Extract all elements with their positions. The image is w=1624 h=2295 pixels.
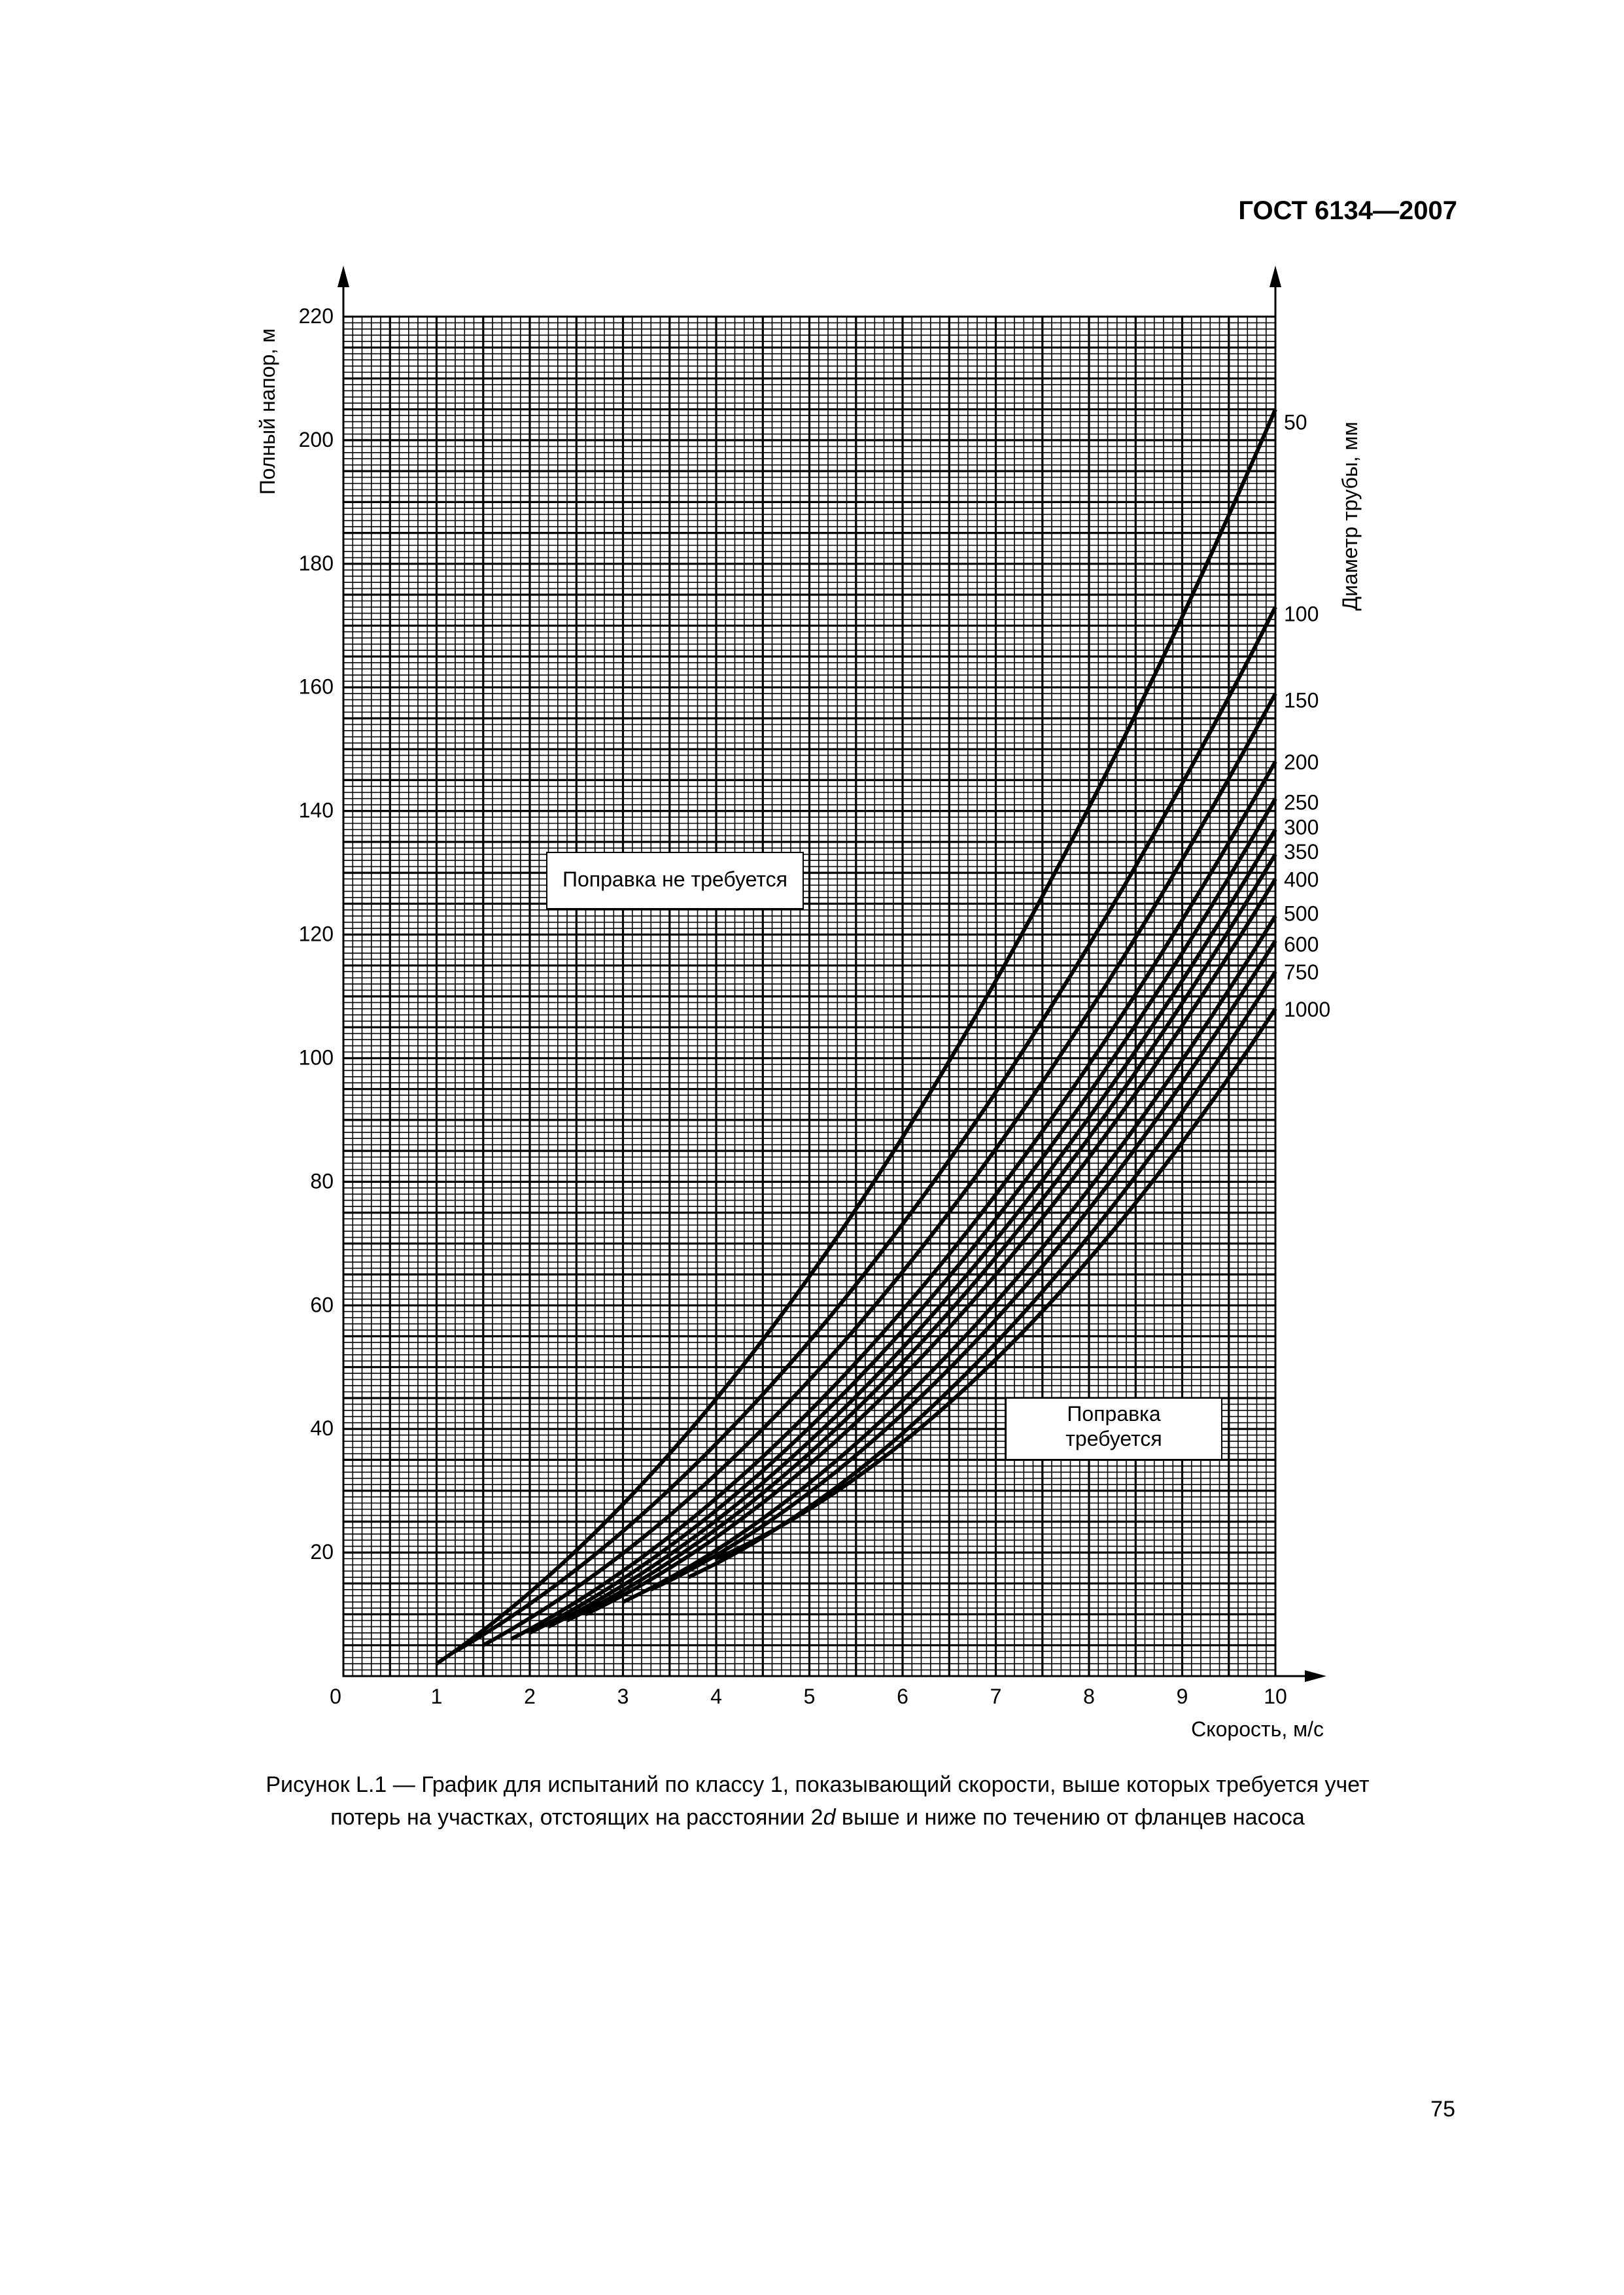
series-label-1000: 1000 xyxy=(1284,998,1330,1021)
series-label-500: 500 xyxy=(1284,902,1319,925)
y-tick-label: 100 xyxy=(299,1045,334,1069)
x-tick-label: 1 xyxy=(431,1685,443,1708)
y-tick-label: 160 xyxy=(299,675,334,699)
series-label-750: 750 xyxy=(1284,960,1319,984)
x-tick-label: 2 xyxy=(524,1685,536,1708)
series-label-50: 50 xyxy=(1284,411,1307,434)
region-no-correction: Поправка не требуется xyxy=(546,852,804,909)
y-tick-label: 80 xyxy=(310,1169,334,1193)
y-tick-label: 40 xyxy=(310,1416,334,1440)
caption-line-1: Рисунок L.1 — График для испытаний по кл… xyxy=(266,1772,1370,1797)
series-label-350: 350 xyxy=(1284,840,1319,864)
x-tick-label: 5 xyxy=(804,1685,816,1708)
y-tick-label: 180 xyxy=(299,552,334,575)
x-tick-label: 10 xyxy=(1264,1685,1287,1708)
series-line-400 xyxy=(585,877,1277,1617)
series-line-350 xyxy=(566,853,1277,1622)
y2-axis-arrow xyxy=(1270,266,1281,287)
chart-axes xyxy=(337,266,1326,1682)
series-label-600: 600 xyxy=(1284,933,1319,956)
y-tick-label: 20 xyxy=(310,1540,334,1564)
figure-caption: Рисунок L.1 — График для испытаний по кл… xyxy=(164,1768,1472,1834)
y-axis-arrow xyxy=(337,266,349,287)
x-axis-arrow xyxy=(1305,1670,1326,1682)
x-tick-label: 4 xyxy=(710,1685,722,1708)
major-gridlines xyxy=(343,317,1275,1676)
series-line-50 xyxy=(435,408,1277,1666)
series-label-200: 200 xyxy=(1284,750,1319,774)
page-number: 75 xyxy=(1430,2097,1455,2122)
caption-line-2-start: потерь на участках, отстоящих на расстоя… xyxy=(330,1805,823,1830)
series-line-600 xyxy=(650,939,1277,1592)
y-tick-label: 220 xyxy=(299,304,334,328)
region-no-correction-label: Поправка не требуется xyxy=(562,867,787,891)
y-tick-label: 140 xyxy=(299,799,334,822)
series-line-100 xyxy=(454,606,1277,1653)
y-axis-title: Полный напор, м xyxy=(256,328,279,495)
x-tick-label: 3 xyxy=(617,1685,629,1708)
x-tick-label: 6 xyxy=(897,1685,908,1708)
x-tick-label: 8 xyxy=(1083,1685,1095,1708)
y-tick-label: 120 xyxy=(299,922,334,946)
region-correction-label-line1: Поправка xyxy=(1067,1402,1161,1426)
series-label-250: 250 xyxy=(1284,790,1319,814)
chart-curves xyxy=(435,408,1277,1666)
series-label-300: 300 xyxy=(1284,815,1319,839)
x-tick-label: 9 xyxy=(1177,1685,1188,1708)
series-line-1000 xyxy=(715,1007,1277,1561)
y2-axis-title: Диаметр трубы, мм xyxy=(1338,422,1362,611)
series-line-500 xyxy=(622,915,1277,1604)
standard-header: ГОСТ 6134—2007 xyxy=(1238,196,1457,225)
series-line-200 xyxy=(510,760,1277,1641)
region-correction-required: Поправка требуется xyxy=(1005,1397,1222,1460)
y-tick-label: 60 xyxy=(310,1293,334,1316)
series-line-150 xyxy=(482,692,1277,1647)
series-label-150: 150 xyxy=(1284,689,1319,712)
x-tick-label: 0 xyxy=(330,1685,341,1708)
chart-labels: 0 1 2 3 4 5 6 7 8 9 10 20 40 60 80 100 120 140 160 180 200 22… xyxy=(256,304,1362,1741)
region-correction-label-line2: требуется xyxy=(1065,1427,1162,1450)
caption-line-2-end: выше и ниже по течению от фланцев насоса xyxy=(835,1805,1305,1830)
series-line-250 xyxy=(528,797,1277,1635)
caption-italic-d: d xyxy=(823,1805,836,1830)
series-label-100: 100 xyxy=(1284,602,1319,625)
x-axis-title: Скорость, м/с xyxy=(1191,1717,1324,1741)
y-tick-label: 200 xyxy=(299,428,334,451)
series-line-300 xyxy=(547,828,1277,1629)
x-tick-label: 7 xyxy=(990,1685,1002,1708)
caption-line-2: потерь на участках, отстоящих на расстоя… xyxy=(164,1801,1472,1834)
series-label-400: 400 xyxy=(1284,868,1319,892)
